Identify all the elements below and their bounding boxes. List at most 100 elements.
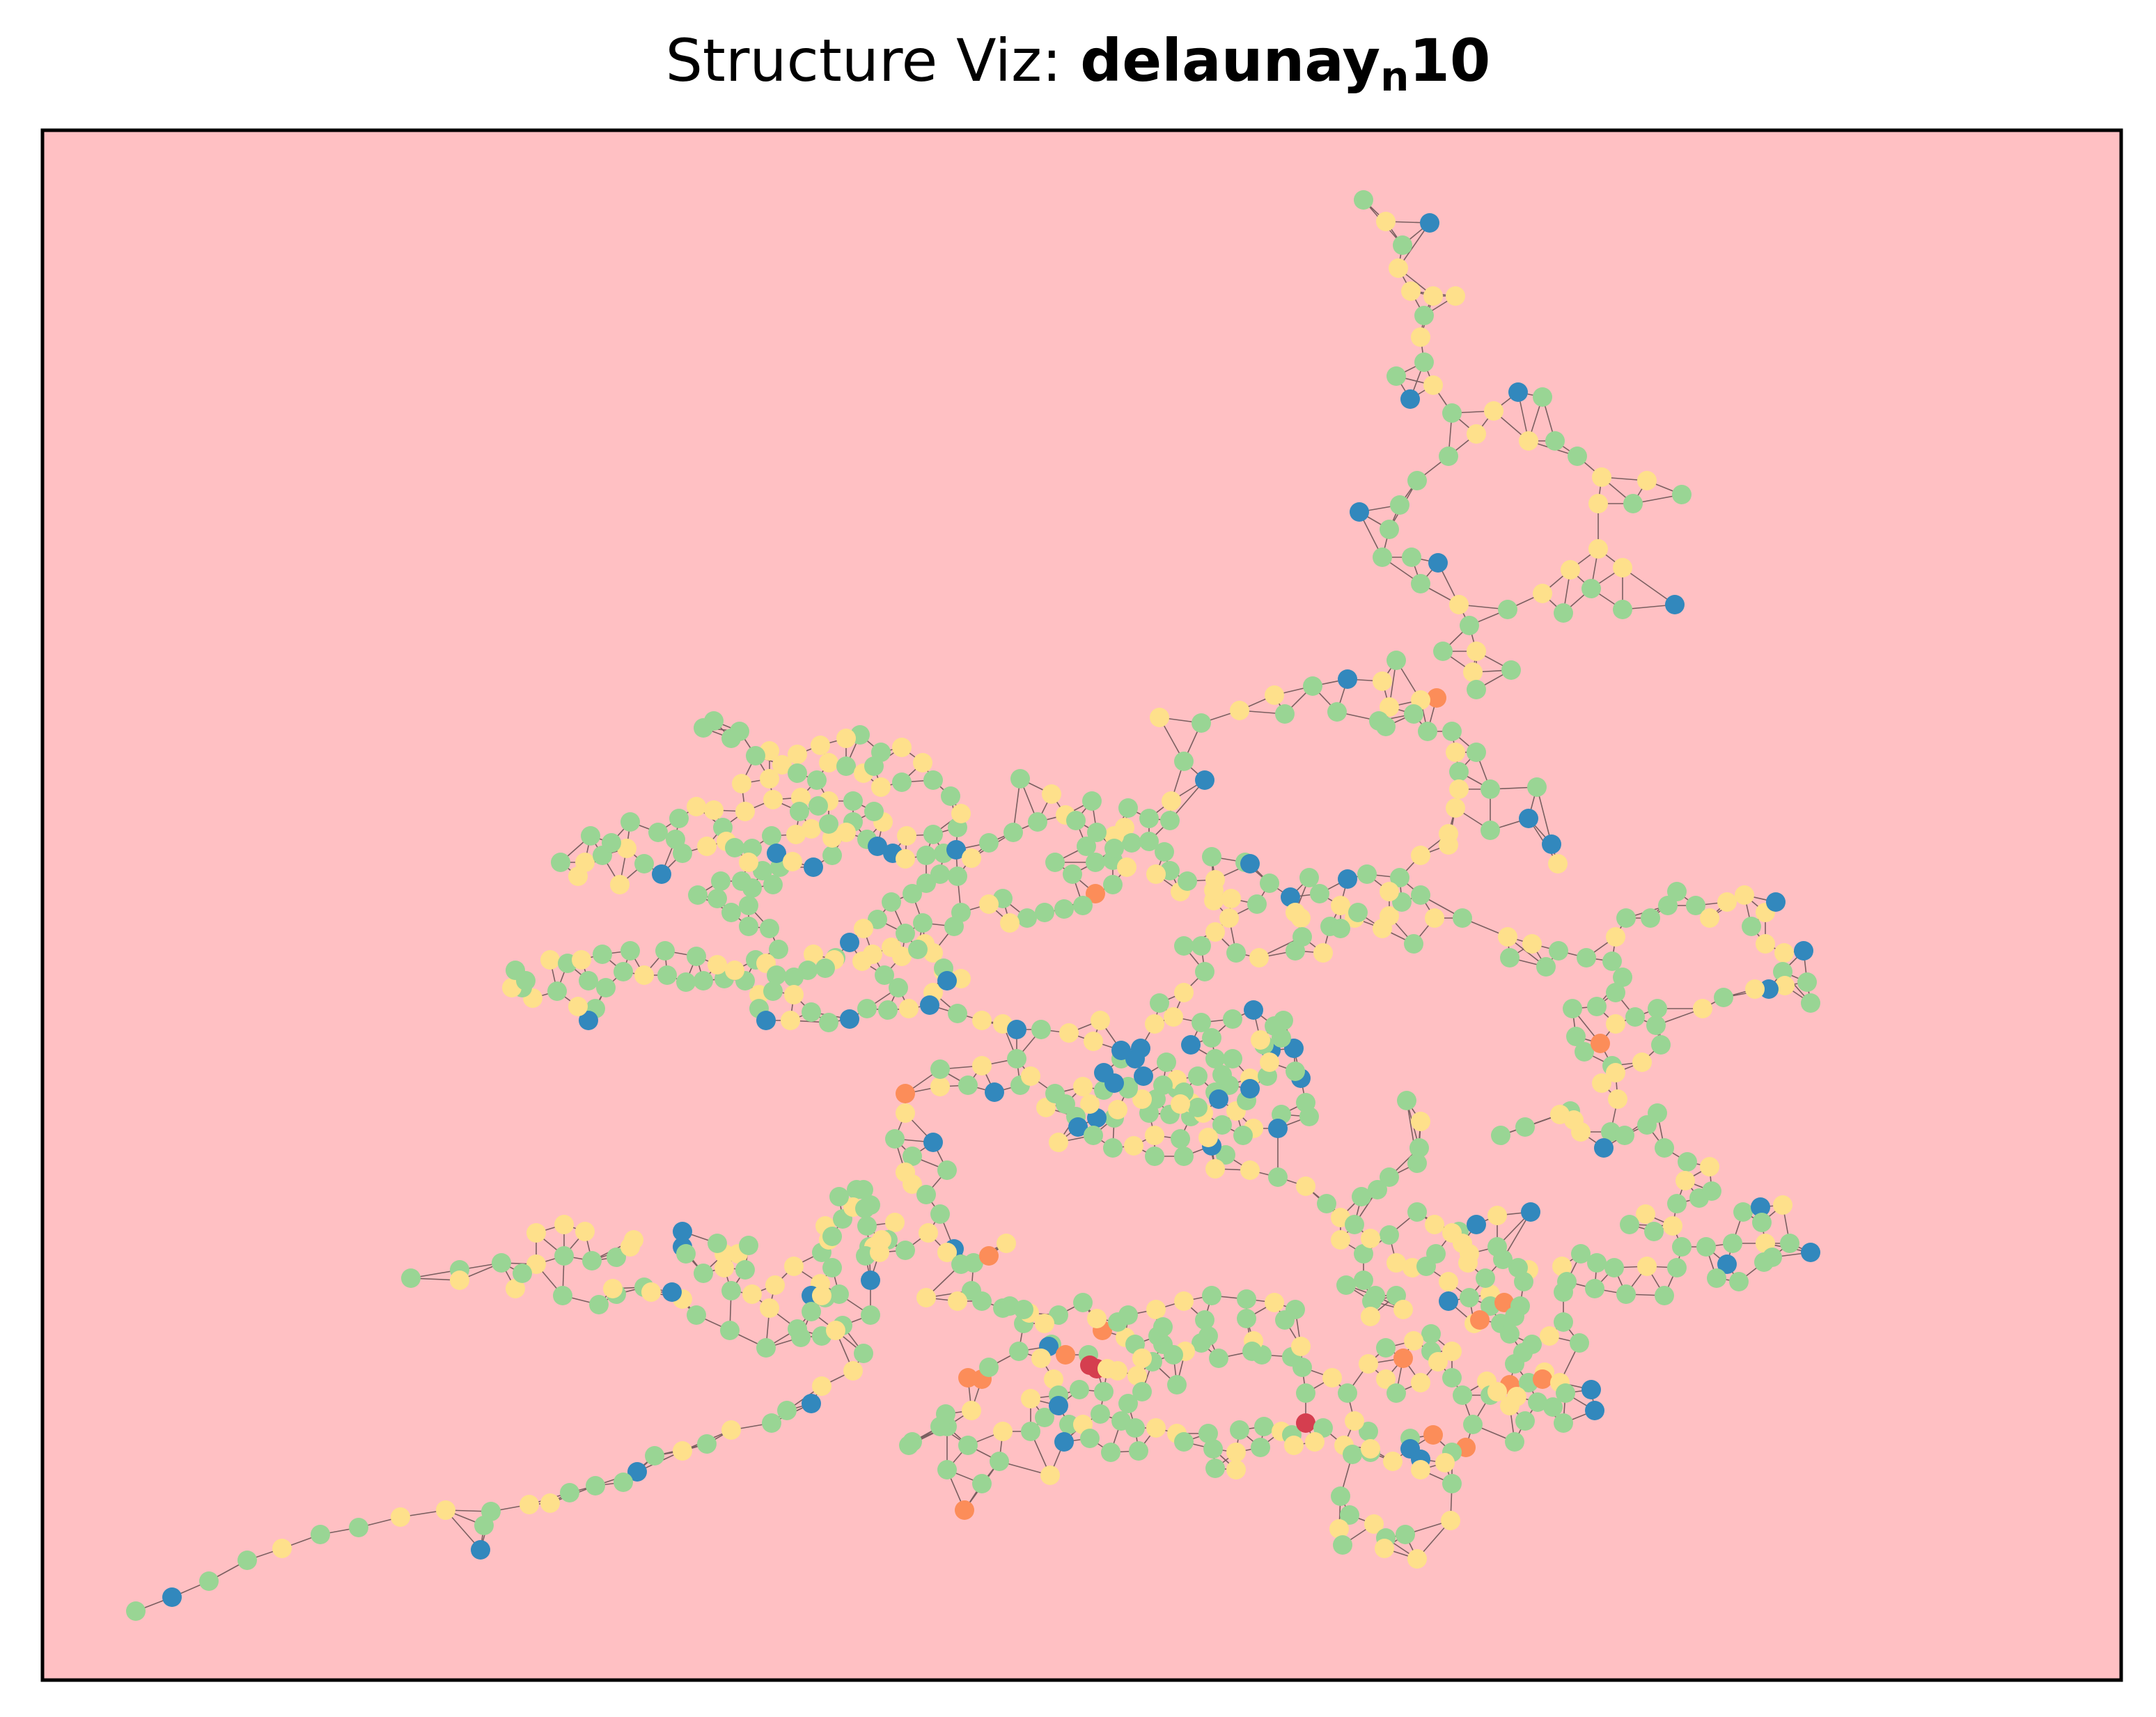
graph-node [1571,1244,1591,1264]
graph-node [732,774,751,793]
graph-node [1059,1023,1079,1043]
graph-node [1240,1079,1260,1098]
graph-node [1212,1065,1232,1085]
graph-node [1414,352,1434,372]
graph-node [1625,1007,1645,1027]
graph-node [401,1268,421,1288]
graph-node [1577,948,1596,968]
graph-node [1402,547,1421,567]
graph-node [1700,908,1719,928]
graph-node [1587,997,1607,1016]
graph-node [634,854,654,873]
graph-node [1397,1091,1416,1110]
graph-node [920,995,939,1015]
graph-node [1423,375,1443,395]
graph-node [1602,951,1622,971]
graph-node [1460,616,1479,635]
graph-node [673,1222,692,1241]
graph-node [802,1002,821,1022]
graph-node [1667,882,1687,901]
graph-node [1745,979,1765,999]
graph-node [889,978,908,997]
graph-node [1031,1349,1051,1368]
graph-node [872,1230,891,1250]
graph-node [742,1284,762,1304]
graph-node [777,1401,797,1420]
graph-node [1411,574,1430,593]
graph-node [772,755,792,775]
graph-node [916,873,936,893]
graph-node [786,825,806,844]
graph-node [1646,1016,1666,1035]
graph-node [1428,1352,1448,1372]
graph-node [1350,502,1369,522]
graph-node [997,1234,1016,1253]
graph-node [1411,1460,1430,1479]
graph-node [1585,1279,1604,1298]
graph-edge [1622,567,1675,605]
graph-node [1672,1237,1692,1257]
graph-node [916,1185,936,1204]
graph-node [913,753,932,772]
graph-node [1188,1066,1208,1086]
graph-node [1386,366,1406,386]
graph-node [1254,1417,1274,1436]
graph-node [826,1321,845,1340]
graph-node [582,1251,602,1271]
graph-node [1667,1258,1687,1277]
graph-node [687,797,706,816]
graph-node [1212,1115,1232,1135]
graph-node [822,1227,842,1246]
graph-node [1265,1293,1284,1312]
graph-node [1581,1380,1601,1399]
graph-node [1127,1366,1147,1385]
graph-node [958,1075,978,1095]
graph-node [1581,579,1601,598]
graph-node [1124,1136,1143,1156]
graph-node [492,1253,511,1273]
graph-node [1552,1257,1572,1276]
graph-node [1198,1424,1218,1443]
graph-node [720,1321,740,1340]
graph-node [1153,1075,1173,1095]
graph-node [551,853,570,872]
graph-node [937,971,957,990]
graph-node [1658,896,1678,915]
graph-node [951,804,971,823]
graph-node [804,945,823,964]
graph-node [1125,1418,1145,1438]
graph-node [1453,908,1472,928]
graph-node [864,756,884,776]
graph-node [1393,1300,1413,1319]
graph-node [1533,387,1552,407]
graph-node [1097,1359,1117,1378]
graph-node [1411,846,1430,865]
graph-node [868,837,887,856]
graph-node [829,1187,849,1206]
graph-node [614,1473,633,1492]
graph-node [1453,1385,1472,1405]
graph-node [767,965,786,985]
graph-node [1407,471,1427,490]
graph-node [765,1275,785,1295]
graph-node [1373,547,1392,567]
graph-node [1233,1126,1253,1145]
graph-node [1637,471,1657,490]
graph-node [126,1601,146,1621]
graph-node [979,894,999,914]
graph-node [1623,494,1643,513]
graph-node [1364,1514,1384,1534]
graph-node [1515,1117,1535,1137]
graph-node [878,1000,898,1020]
graph-node [1080,1094,1100,1114]
graph-node [1226,943,1246,963]
graph-edge [1536,786,1552,845]
graph-node [930,1417,950,1436]
graph-node [1606,1063,1625,1082]
graph-node [1522,934,1542,954]
graph-node [1296,1383,1315,1403]
graph-node [1003,823,1023,842]
graph-node [1500,948,1520,968]
graph-node [1587,1253,1607,1273]
graph-node [513,1264,532,1283]
